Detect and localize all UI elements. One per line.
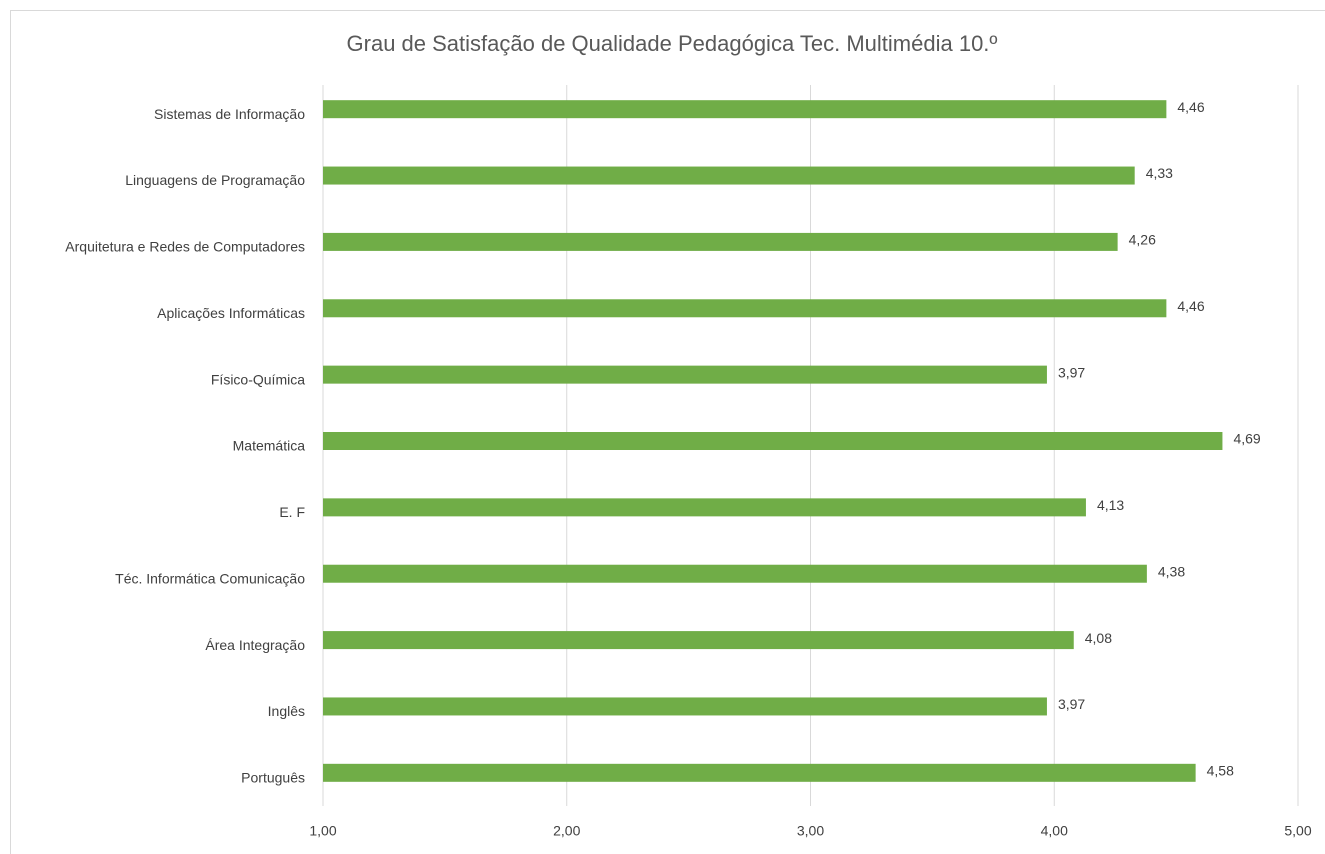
bar — [323, 631, 1074, 650]
bar — [323, 763, 1196, 782]
data-label: 4,58 — [1207, 763, 1234, 779]
chart-title: Grau de Satisfação de Qualidade Pedagógi… — [347, 31, 998, 56]
data-label: 4,26 — [1129, 232, 1156, 248]
data-label: 4,38 — [1158, 563, 1185, 579]
y-tick-label: Sistemas de Informação — [154, 106, 305, 122]
data-label: 4,46 — [1177, 298, 1204, 314]
bar — [323, 564, 1147, 583]
x-tick-label: 2,00 — [553, 823, 580, 839]
x-tick-label: 5,00 — [1284, 823, 1311, 839]
data-label: 3,97 — [1058, 696, 1085, 712]
data-label: 4,46 — [1177, 99, 1204, 115]
y-tick-label: Área Integração — [205, 637, 305, 653]
x-tick-label: 3,00 — [797, 823, 824, 839]
bar — [323, 697, 1047, 716]
y-tick-label: Inglês — [268, 703, 305, 719]
y-tick-label: Aplicações Informáticas — [157, 305, 305, 321]
bar — [323, 166, 1135, 185]
bar — [323, 498, 1086, 517]
y-tick-label: Físico-Química — [211, 371, 305, 387]
data-label: 4,69 — [1233, 431, 1260, 447]
bar — [323, 100, 1167, 119]
bar — [323, 232, 1118, 251]
y-tick-label: Linguagens de Programação — [125, 172, 305, 188]
y-tick-label: Matemática — [233, 438, 306, 454]
x-tick-label: 1,00 — [309, 823, 336, 839]
bar — [323, 432, 1223, 450]
y-tick-label: Português — [241, 770, 305, 786]
data-label: 4,33 — [1146, 165, 1173, 181]
data-label: 4,13 — [1097, 497, 1124, 513]
bar — [323, 365, 1047, 384]
y-tick-label: Arquitetura e Redes de Computadores — [65, 239, 305, 255]
x-tick-label: 4,00 — [1041, 823, 1068, 839]
y-tick-label: E. F — [279, 504, 305, 520]
data-label: 3,97 — [1058, 364, 1085, 380]
y-tick-label: Téc. Informática Comunicação — [115, 570, 305, 586]
data-label: 4,08 — [1085, 630, 1112, 646]
bar — [323, 299, 1167, 318]
chart-border — [10, 10, 1325, 854]
